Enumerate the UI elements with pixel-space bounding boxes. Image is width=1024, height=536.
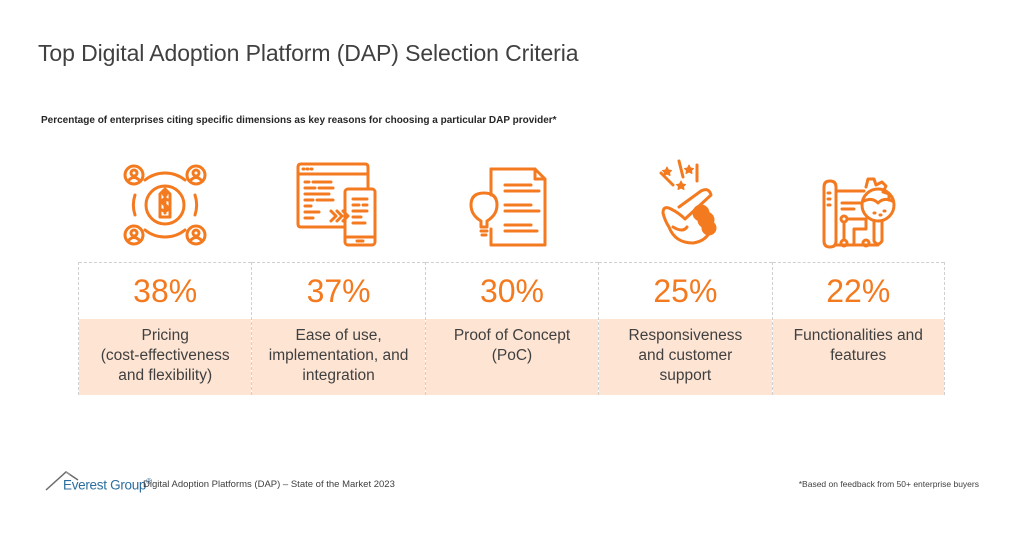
registered-mark: ® [146, 477, 152, 486]
percentage-value: 37% [252, 262, 425, 319]
criteria-label: Functionalities and features [772, 319, 944, 395]
chart-subtitle: Percentage of enterprises citing specifi… [41, 115, 557, 126]
snap-fingers-icon [659, 159, 717, 245]
page-title: Top Digital Adoption Platform (DAP) Sele… [38, 40, 579, 66]
criteria-label: Pricing (cost-effectiveness and flexibil… [79, 319, 252, 395]
brand-name: Everest Group® [63, 477, 152, 493]
everest-mountain-logo-icon [45, 471, 79, 491]
icon-cell [425, 155, 599, 255]
criteria-label: Responsiveness and customer support [599, 319, 772, 395]
icon-cell [78, 155, 252, 255]
criteria-label: Proof of Concept (PoC) [425, 319, 599, 395]
desktop-mobile-icon [296, 162, 377, 247]
price-tag-users-icon [123, 164, 207, 246]
percentage-value: 25% [599, 262, 772, 319]
footnote: *Based on feedback from 50+ enterprise b… [798, 479, 979, 489]
percentage-value: 30% [425, 262, 599, 319]
icon-row [78, 155, 946, 255]
criteria-column: 25% Responsiveness and customer support [598, 262, 772, 395]
blueprint-magnifier-gear-icon [822, 177, 896, 249]
criteria-column: 30% Proof of Concept (PoC) [424, 262, 599, 395]
icon-cell [772, 155, 946, 255]
icon-cell [252, 155, 426, 255]
criteria-column: 38% Pricing (cost-effectiveness and flex… [78, 262, 252, 395]
brand-text: Everest Group [63, 477, 147, 493]
icon-cell [599, 155, 773, 255]
criteria-label: Ease of use, implementation, and integra… [252, 319, 425, 395]
percentage-value: 38% [79, 262, 252, 319]
report-title: Digital Adoption Platforms (DAP) – State… [143, 479, 395, 490]
document-lightbulb-icon [469, 167, 547, 247]
percentage-value: 22% [772, 262, 944, 319]
criteria-table: 38% Pricing (cost-effectiveness and flex… [78, 262, 945, 395]
criteria-column: 37% Ease of use, implementation, and int… [251, 262, 425, 395]
criteria-column: 22% Functionalities and features [771, 262, 945, 395]
